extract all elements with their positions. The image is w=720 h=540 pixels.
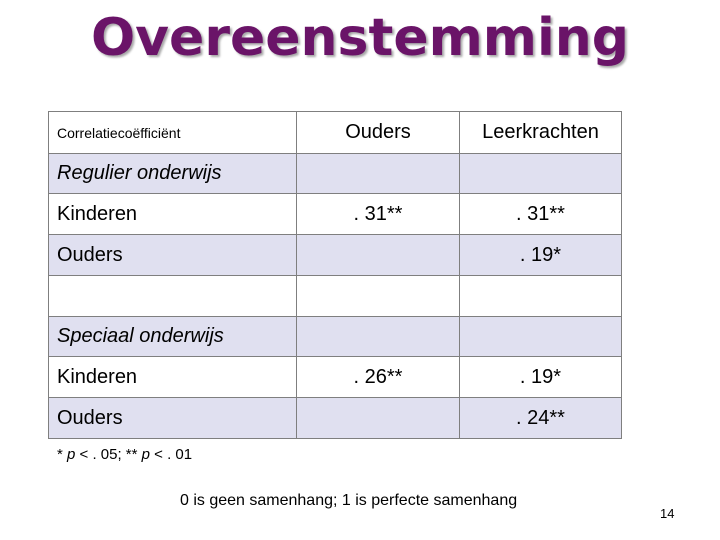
table-row: Ouders . 24** (48, 397, 622, 439)
table-header-row: Correlatiecoëfficiënt Ouders Leerkrachte… (48, 111, 622, 154)
footnote-p: p (141, 446, 150, 463)
section-label-speciaal: Speciaal onderwijs (48, 316, 297, 357)
row-label: Kinderen (48, 356, 297, 398)
page-number: 14 (660, 506, 675, 521)
header-ouders: Ouders (296, 111, 460, 154)
table-row-empty (48, 275, 622, 317)
value-cell (296, 397, 460, 439)
footnote-text: < . 01 (150, 446, 193, 463)
section-label-regulier: Regulier onderwijs (48, 153, 297, 194)
value-cell: . 24** (459, 397, 622, 439)
footnote-text: * (57, 446, 68, 463)
scale-caption: 0 is geen samenhang; 1 is perfecte samen… (180, 492, 518, 509)
value-cell: . 26** (296, 356, 460, 398)
table-cell (459, 316, 622, 357)
significance-footnote: * p < . 05; ** p < . 01 (57, 446, 192, 463)
correlation-table: Correlatiecoëfficiënt Ouders Leerkrachte… (48, 111, 622, 439)
value-cell: . 19* (459, 234, 622, 276)
table-cell (296, 275, 460, 317)
section-row-speciaal: Speciaal onderwijs (48, 316, 622, 357)
table-cell (459, 275, 622, 317)
table-row: Ouders . 19* (48, 234, 622, 276)
row-label: Kinderen (48, 193, 297, 235)
section-row-regulier: Regulier onderwijs (48, 153, 622, 194)
footnote-p: p (67, 446, 76, 463)
table-row: Kinderen . 26** . 19* (48, 356, 622, 398)
row-label: Ouders (48, 234, 297, 276)
header-leerkrachten: Leerkrachten (459, 111, 622, 154)
value-cell: . 31** (459, 193, 622, 235)
value-cell: . 19* (459, 356, 622, 398)
table-row: Kinderen . 31** . 31** (48, 193, 622, 235)
table-cell (459, 153, 622, 194)
row-label: Ouders (48, 397, 297, 439)
table-cell (296, 316, 460, 357)
value-cell: . 31** (296, 193, 460, 235)
slide-title: Overeenstemming (90, 8, 630, 68)
table-cell (48, 275, 297, 317)
footnote-text: < . 05; ** (75, 446, 142, 463)
value-cell (296, 234, 460, 276)
header-label: Correlatiecoëfficiënt (48, 111, 297, 154)
table-cell (296, 153, 460, 194)
